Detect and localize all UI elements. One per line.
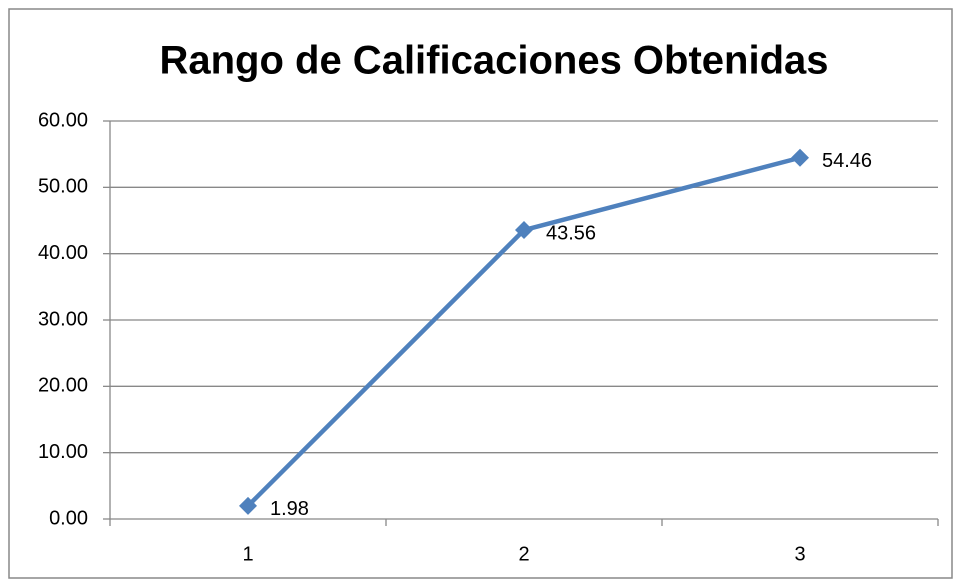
chart-frame xyxy=(8,8,953,579)
y-tick-label: 60.00 xyxy=(38,109,88,131)
x-tick-label: 3 xyxy=(794,543,805,565)
y-tick-label: 40.00 xyxy=(38,242,88,264)
x-tick-label: 1 xyxy=(242,543,253,565)
data-label: 54.46 xyxy=(822,150,872,172)
chart-title: Rango de Calificaciones Obtenidas xyxy=(159,39,828,83)
y-tick-label: 20.00 xyxy=(38,375,88,397)
marker xyxy=(791,148,809,167)
y-tick-label: 10.00 xyxy=(38,441,88,463)
data-label: 43.56 xyxy=(546,222,596,244)
y-tick-label: 30.00 xyxy=(38,308,88,330)
marker xyxy=(239,496,257,515)
marker xyxy=(515,221,533,240)
y-tick-label: 50.00 xyxy=(38,176,88,198)
data-label: 1.98 xyxy=(270,498,309,520)
x-tick-label: 2 xyxy=(518,543,529,565)
y-tick-label: 0.00 xyxy=(49,507,88,529)
